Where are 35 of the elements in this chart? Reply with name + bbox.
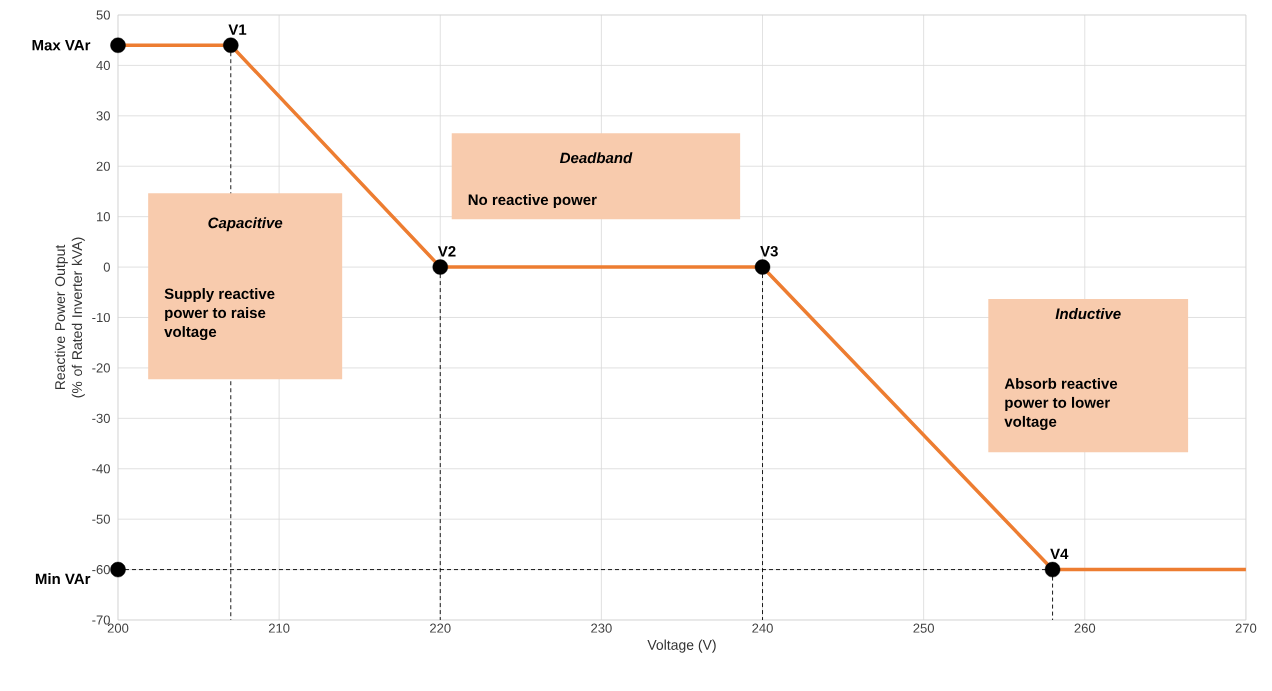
annotation: No reactive power (468, 194, 597, 209)
y-tick-label: -70 (92, 615, 110, 625)
y-tick-label: 10 (96, 212, 110, 222)
y-tick-label: -60 (92, 564, 110, 575)
annotation: Supply reactive power to raise voltage (164, 288, 275, 341)
y-tick-label: 0 (103, 262, 110, 272)
annotation: V3 (760, 245, 778, 257)
x-tick-label: 210 (268, 623, 290, 633)
annotation: Min VAr (35, 573, 91, 584)
annotation: V1 (228, 24, 247, 35)
annotation: V4 (1050, 548, 1069, 560)
annotation: Max VAr (32, 40, 91, 51)
y-tick-label: 50 (96, 10, 110, 20)
x-tick-label: 220 (430, 623, 451, 633)
annotation: V2 (437, 246, 456, 257)
y-axis-title: Reactive Power Output (% of Rated Inverter kVA) (54, 237, 85, 398)
annotation: Inductive (1055, 308, 1121, 320)
y-tick-label: -50 (92, 514, 110, 524)
y-tick-label: 30 (96, 111, 110, 121)
y-tick-label: -10 (92, 312, 110, 323)
x-tick-label: 270 (1235, 623, 1257, 633)
x-tick-label: 240 (752, 623, 773, 633)
y-tick-label: 40 (96, 60, 110, 71)
x-tick-label: 200 (107, 623, 129, 633)
annotation: Absorb reactive power to lower voltage (1004, 377, 1118, 430)
annotation: Capacitive (208, 217, 283, 232)
y-tick-label: -30 (92, 413, 110, 423)
x-tick-label: 250 (913, 623, 934, 633)
annotation: Deadband (559, 152, 633, 164)
x-tick-label: 260 (1074, 623, 1096, 633)
y-tick-label: -40 (92, 464, 110, 474)
y-tick-label: -20 (92, 363, 110, 373)
x-axis-title: Voltage (V) (647, 639, 716, 653)
y-tick-label: 20 (96, 161, 110, 171)
x-tick-label: 230 (591, 623, 612, 633)
